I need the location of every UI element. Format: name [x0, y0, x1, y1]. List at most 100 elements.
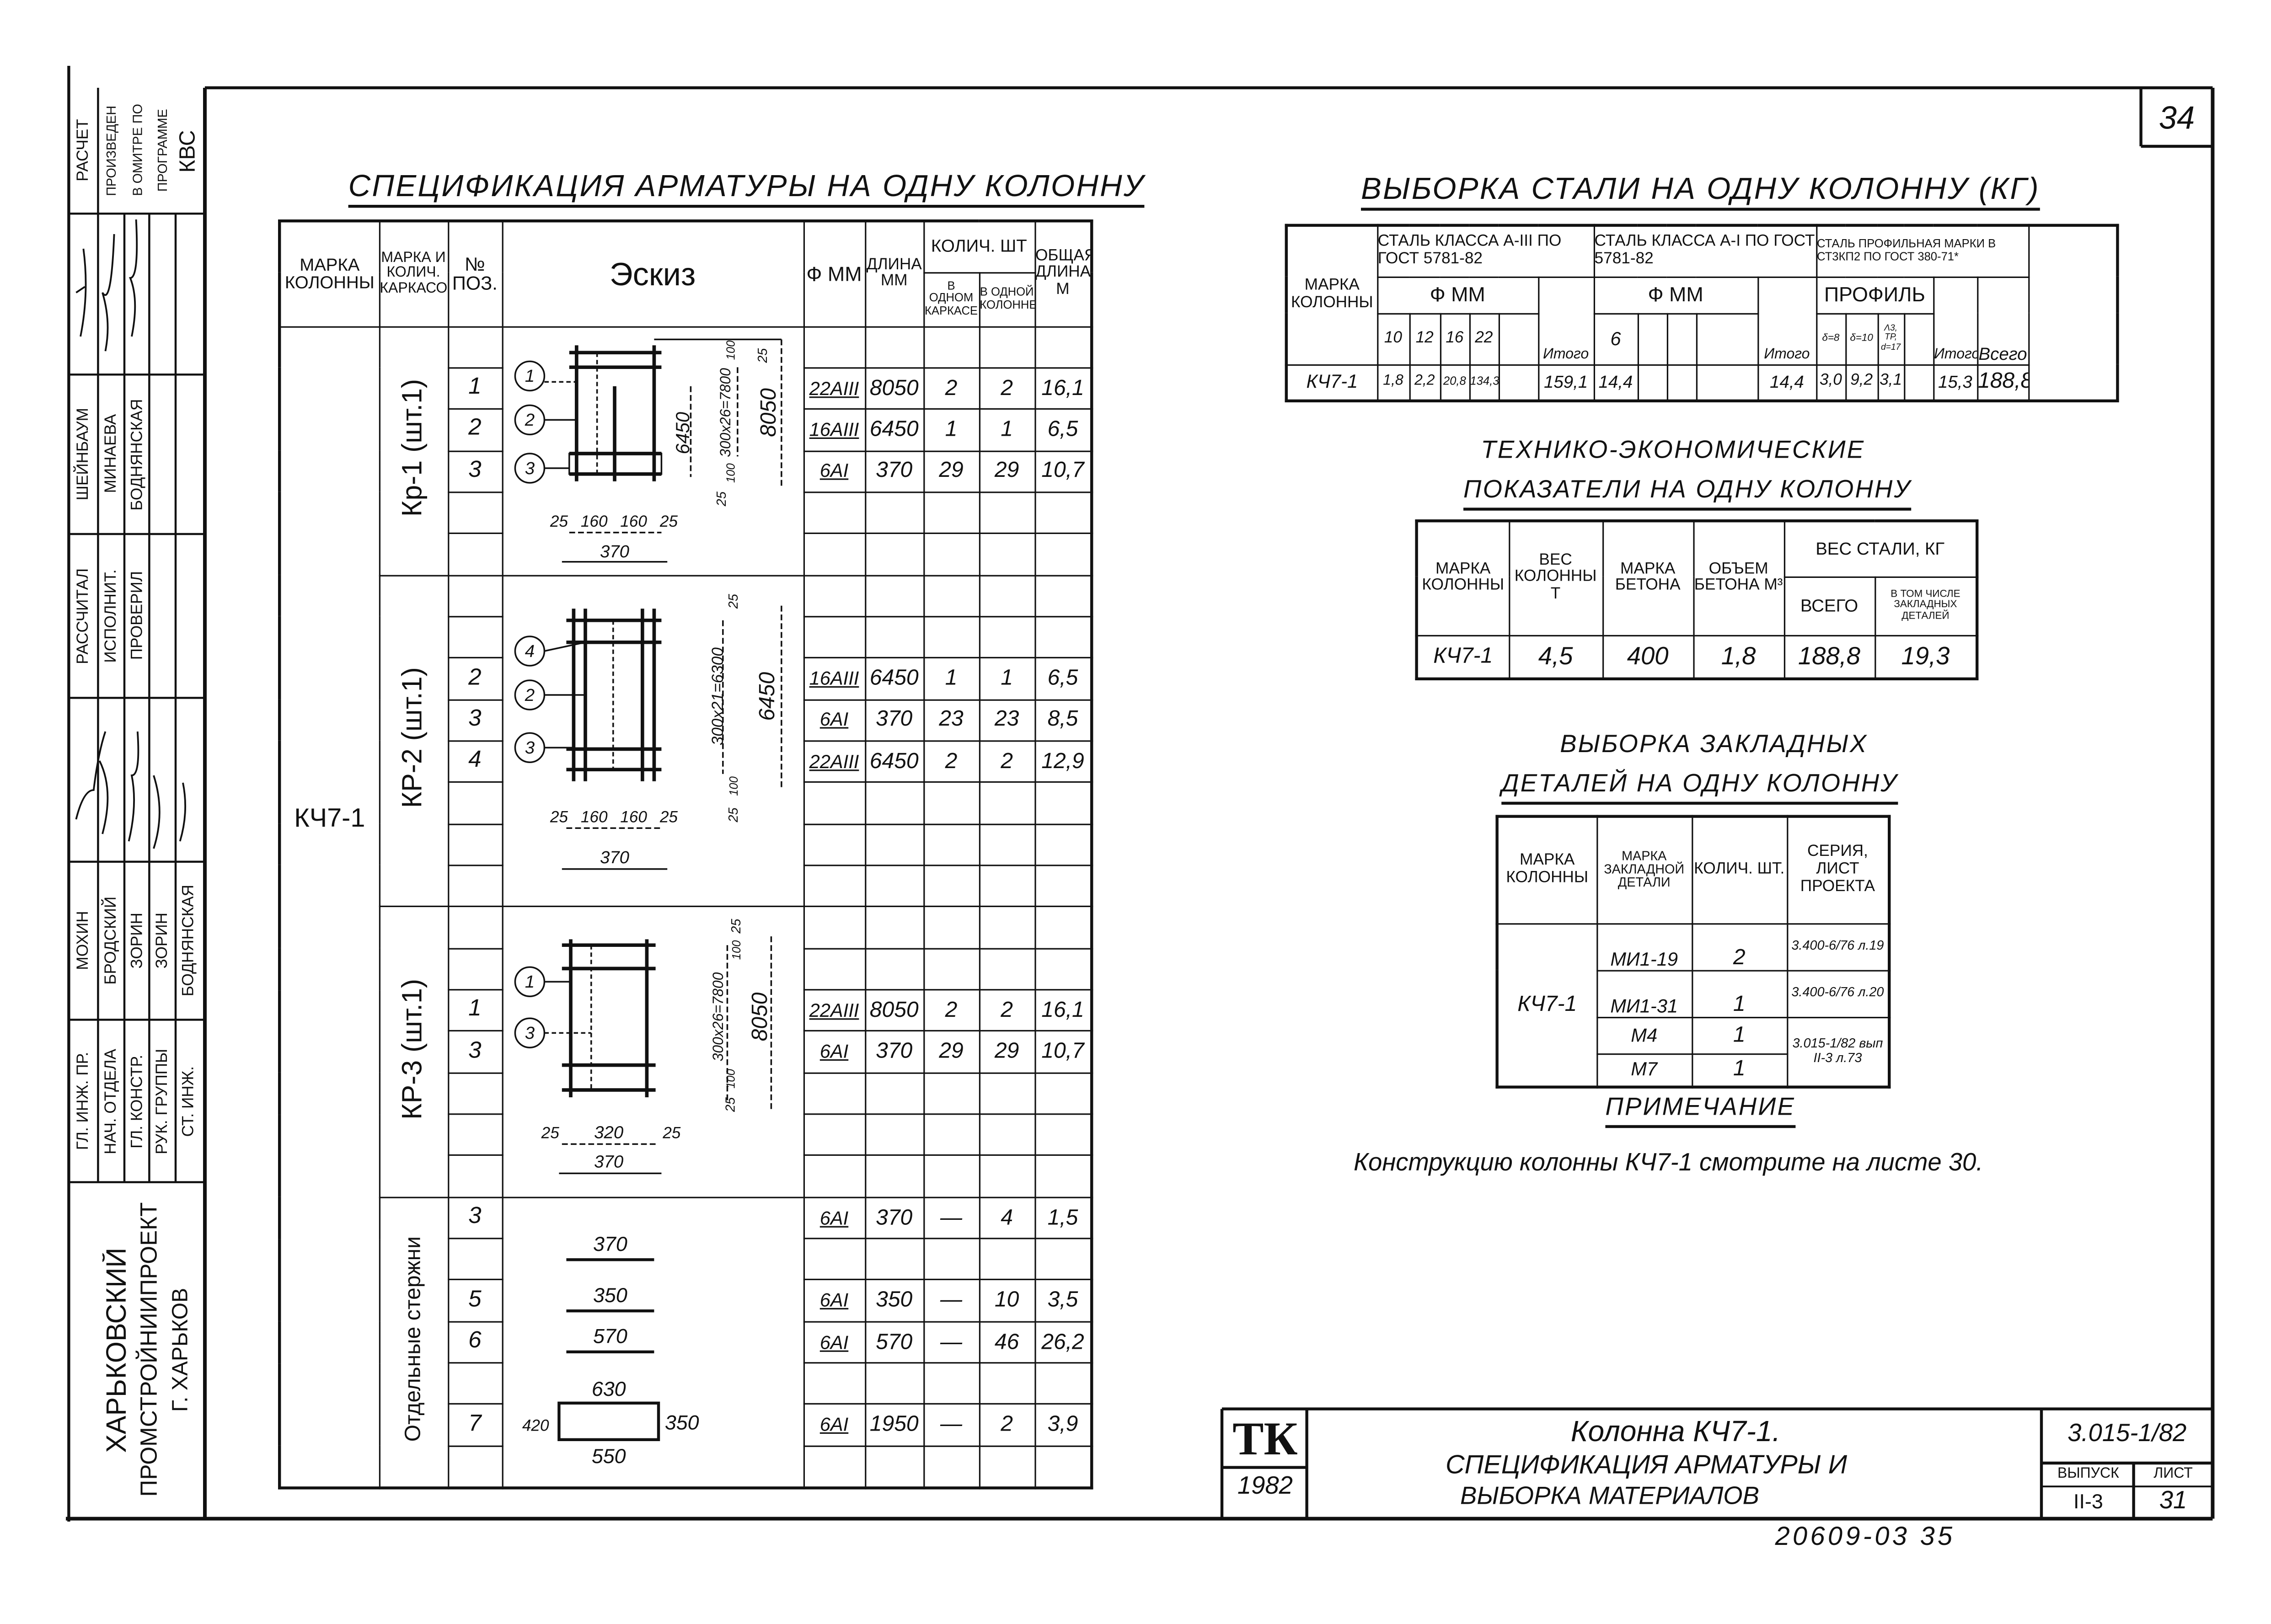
embedded-series: 3.015-1/82 вып II-3 л.73 — [1786, 1016, 1890, 1088]
steel-value — [1666, 363, 1697, 402]
qty-per-column-cell — [978, 781, 1036, 825]
pos-cell — [447, 947, 503, 991]
header-qty-per-cage: в одном каркасе — [922, 271, 980, 327]
profile-cell: δ=10 — [1844, 312, 1879, 365]
qty-per-column-cell — [978, 615, 1036, 659]
pos-cell — [447, 574, 503, 618]
steel-title: Выборка стали на одну колонну (кг) — [1361, 173, 2040, 211]
total-length-cell: 3,5 — [1034, 1279, 1093, 1323]
pos-cell: 7 — [447, 1404, 503, 1447]
length-cell — [864, 1238, 924, 1281]
total-length-cell — [1034, 1238, 1093, 1281]
table-row: 7 6AI 1950—2 3,9 — [279, 1404, 1093, 1447]
qty-per-column-cell — [978, 906, 1036, 949]
embedded-header-mark: Марка колонны — [1496, 815, 1597, 924]
stirrup-top-label: 630 — [591, 1377, 625, 1400]
qty-per-column-cell: 29 — [978, 1030, 1036, 1074]
qty-per-column-cell — [978, 1113, 1036, 1157]
diameter-cell: 6AI — [803, 1404, 866, 1447]
embedded-qty: 1 — [1691, 969, 1788, 1018]
steel-value: 134,3 — [1468, 363, 1500, 402]
dim-pitch: 300x26=7800 — [716, 367, 733, 456]
diameter-cell — [803, 491, 866, 534]
diam-cell — [1695, 312, 1758, 365]
organization-line-2: Промстройниипроект — [137, 1202, 163, 1497]
pos-cell: 6 — [447, 1320, 503, 1364]
dim-width: 160 — [620, 512, 647, 529]
qty-per-cage-cell: 2 — [922, 740, 980, 783]
steel-value: 1,8 — [1376, 363, 1410, 402]
total-length-cell — [1034, 533, 1093, 576]
tech-table: Марка колонны Вес колонны т Марка бетона… — [1415, 519, 1979, 680]
table-row: 6 6AI 570—46 26,2 — [279, 1320, 1093, 1364]
pos-cell — [447, 781, 503, 825]
embedded-column-mark: КЧ7-1 — [1496, 922, 1597, 1088]
pos-cell — [447, 823, 503, 866]
steel-header-grand-total: Всего — [1976, 313, 2030, 365]
sheet-title-line-2: Спецификация арматуры и — [1445, 1450, 1847, 1480]
pos-cell — [447, 533, 503, 576]
embedded-qty: 2 — [1691, 922, 1788, 971]
qty-per-cage-cell: 2 — [922, 367, 980, 410]
steel-value — [1498, 363, 1539, 402]
qty-per-cage-cell — [922, 906, 980, 949]
qty-per-column-cell — [978, 1154, 1036, 1198]
dim-total-length: 6450 — [754, 671, 778, 720]
stamp-name: Минаева — [102, 415, 120, 494]
total-length-cell — [1034, 574, 1093, 618]
table-row — [279, 1113, 1093, 1157]
total-length-cell: 12,9 — [1034, 740, 1093, 783]
column-mark-cell: КЧ7-1 — [279, 325, 380, 1489]
dim-100: 100 — [724, 339, 737, 359]
table-row: 3 6AI 370 23 23 8,5 — [279, 699, 1093, 742]
pos-cell — [447, 1445, 503, 1489]
total-length-cell: 26,2 — [1034, 1320, 1093, 1364]
sheet-number-corner: 34 — [2159, 99, 2195, 136]
embedded-qty: 1 — [1691, 1016, 1788, 1054]
header-cage-mark: Марка и колич. каркасов — [378, 220, 449, 327]
dim-bottom: 25 — [714, 491, 728, 506]
dim-width: 320 — [594, 1123, 623, 1143]
diam-cell — [1498, 312, 1539, 365]
length-cell: 6450 — [864, 657, 924, 700]
embedded-header-qty: Колич. шт. — [1691, 815, 1788, 924]
pos-cell: 4 — [447, 740, 503, 783]
qty-per-cage-cell: — — [922, 1279, 980, 1323]
diameter-cell — [803, 865, 866, 908]
diameter-cell: 6AI — [803, 450, 866, 493]
stamp-name: Мохин — [75, 911, 92, 971]
qty-per-column-cell — [978, 823, 1036, 866]
length-cell: 6450 — [864, 408, 924, 452]
sheet-title: Колонна КЧ7-1. Спецификация арматуры и в… — [1317, 1416, 2034, 1513]
length-cell: 370 — [864, 699, 924, 742]
dim-width: 25 — [659, 807, 677, 825]
profile-cell: Λ3, ТР, d=17 — [1877, 312, 1905, 365]
table-row: 5 6AI 350—10 3,5 — [279, 1279, 1093, 1323]
qty-per-cage-cell — [922, 574, 980, 618]
steel-header-profile: профиль — [1815, 276, 1934, 314]
dim-bottom: 25 — [725, 807, 740, 822]
stamp-role: Гл. инж. пр. — [75, 1052, 92, 1150]
total-length-cell — [1034, 1362, 1093, 1405]
dim-width-total: 370 — [599, 847, 629, 867]
length-cell — [864, 1445, 924, 1489]
length-cell — [864, 865, 924, 908]
dim-width: 25 — [549, 512, 568, 529]
embedded-series: 3.400-6/76 л.20 — [1786, 969, 1890, 1018]
embedded-header-series: Серия, лист проекта — [1786, 815, 1890, 924]
stamp-role: Проверил — [129, 572, 146, 661]
qty-per-cage-cell — [922, 1154, 980, 1198]
table-row: 2 16AIII 6450 1 1 6,5 — [279, 408, 1093, 452]
dim-top: 25 — [755, 347, 769, 363]
qty-per-cage-cell — [922, 1113, 980, 1157]
qty-per-cage-cell: — — [922, 1196, 980, 1239]
cage-group-label: Отдельные стержни — [400, 1237, 425, 1442]
steel-header-a3: Сталь класса A-III по ГОСТ 5781-82 — [1376, 224, 1595, 278]
table-row — [279, 533, 1093, 576]
dim-top: 25 — [725, 593, 740, 609]
steel-header-total: Итого — [1757, 276, 1817, 365]
dim-100: 100 — [727, 775, 739, 795]
diam-cell — [1637, 312, 1668, 365]
tech-steel-total: 188,8 — [1783, 634, 1875, 680]
